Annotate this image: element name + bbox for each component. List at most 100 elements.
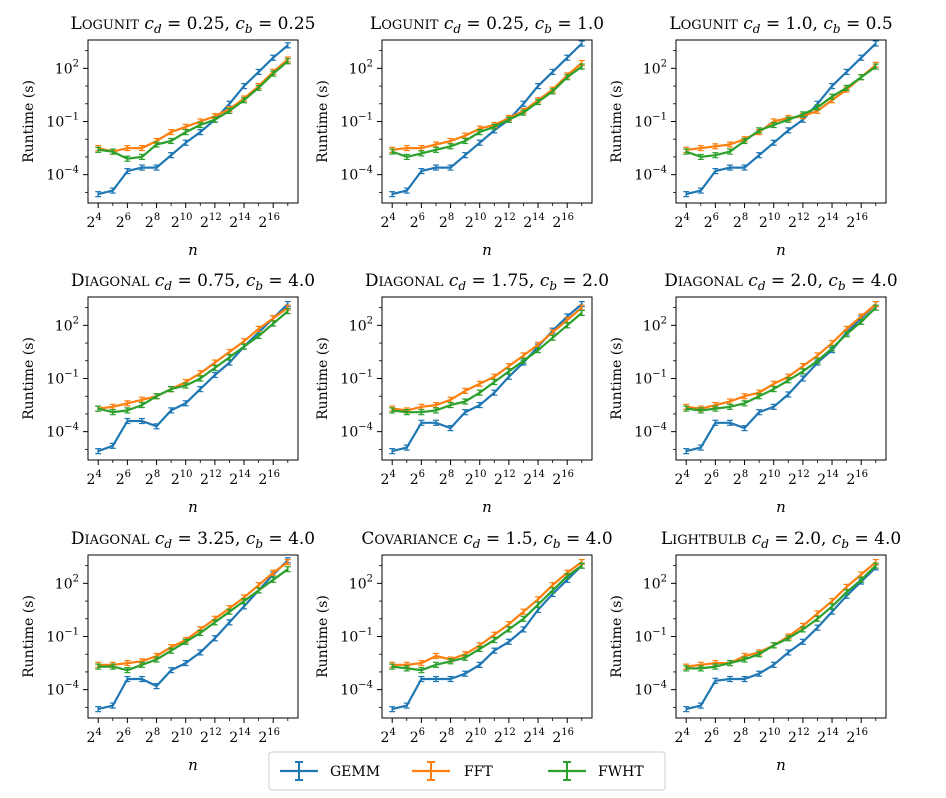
panel-3-xtick-label-4: 212 xyxy=(788,212,810,231)
panel-4-series-fwht xyxy=(97,310,289,414)
panel-6-ylabel: Runtime (s) xyxy=(609,337,625,420)
panel-9-ytick-label-0: 10−4 xyxy=(634,680,667,699)
panel-7-ytick-label-1: 10−1 xyxy=(46,627,79,646)
panel-8-xtick-label-4: 212 xyxy=(494,727,516,746)
panel-9-xtick-label-1: 26 xyxy=(704,727,719,746)
panel-3-xtick-label-5: 214 xyxy=(817,212,839,231)
panel-2-xtick-label-5: 214 xyxy=(523,212,545,231)
panel-5-series-gemm xyxy=(391,303,583,453)
panel-8-xtick-label-6: 216 xyxy=(552,727,574,746)
panel-9-ytick-label-1: 10−1 xyxy=(634,627,667,646)
panel-7-xtick-label-4: 212 xyxy=(200,727,222,746)
panel-9-xtick-label-5: 214 xyxy=(817,727,839,746)
panel-6-xtick-label-2: 28 xyxy=(733,469,748,488)
panel-5-ytick-label-0: 10−4 xyxy=(340,422,373,441)
panel-9-ytick-label-2: 102 xyxy=(643,573,667,592)
panel-5-xtick-label-6: 216 xyxy=(552,469,574,488)
panel-2-series-fwht xyxy=(391,65,583,158)
panel-9-xtick-label-4: 212 xyxy=(788,727,810,746)
panel-5-plot-area xyxy=(389,300,585,455)
panel-6-xtick-label-0: 24 xyxy=(675,469,690,488)
panel-6-ytick-label-0: 10−4 xyxy=(634,422,667,441)
panel-1-series-fwht xyxy=(98,60,289,160)
panel-4-ytick-label-1: 10−1 xyxy=(46,369,79,388)
panel-1-ytick-label-1: 10−1 xyxy=(46,112,79,131)
panel-5-title: DIAGONAL cd = 1.75, cb = 2.0 xyxy=(365,271,609,293)
panel-5: DIAGONAL cd = 1.75, cb = 2.0 10−4 10−1 102 2… xyxy=(315,271,609,516)
panel-6: DIAGONAL cd = 2.0, cb = 4.0 10−4 10−1 102 24… xyxy=(609,271,898,516)
panel-8-series-fwht xyxy=(392,564,583,672)
panel-3-plot-area xyxy=(683,40,879,198)
panel-4-xtick-label-2: 28 xyxy=(145,469,160,488)
panel-8-ytick-label-0: 10−4 xyxy=(340,680,373,699)
panel-3-ytick-label-1: 10−1 xyxy=(634,112,667,131)
panel-6-series-fft xyxy=(686,303,877,410)
panel-8-xtick-label-5: 214 xyxy=(523,727,545,746)
panel-8-xtick-label-2: 28 xyxy=(439,727,454,746)
panel-7-ylabel: Runtime (s) xyxy=(21,595,37,678)
panel-5-ytick-label-1: 10−1 xyxy=(340,369,373,388)
panel-9-xtick-label-6: 216 xyxy=(846,727,868,746)
panel-3-xtick-label-6: 216 xyxy=(846,212,868,231)
panel-5-ytick-label-2: 102 xyxy=(349,315,373,334)
panel-6-plot-area xyxy=(683,300,879,455)
panel-6-xtick-label-4: 212 xyxy=(788,469,810,488)
panel-6-xlabel: n xyxy=(776,498,786,516)
panel-2-xtick-label-3: 210 xyxy=(465,212,487,231)
panel-7-xtick-label-1: 26 xyxy=(116,727,131,746)
panel-3-xlabel: n xyxy=(776,241,786,259)
panel-3-xtick-label-0: 24 xyxy=(675,212,690,231)
panel-8-xtick-label-0: 24 xyxy=(381,727,396,746)
panel-4-xtick-label-3: 210 xyxy=(171,469,193,488)
panel-2-series-fft xyxy=(392,62,583,151)
panel-9-series-fwht xyxy=(686,564,877,670)
panel-2-xtick-label-0: 24 xyxy=(381,212,396,231)
panel-5-xlabel: n xyxy=(482,498,492,516)
panel-8-series-fft xyxy=(392,561,583,666)
panel-9-series-fft xyxy=(686,561,877,668)
panel-7-series-fwht xyxy=(98,568,289,672)
panel-6-series-fwht xyxy=(686,306,877,412)
panel-7-xtick-label-3: 210 xyxy=(171,727,193,746)
panel-6-xtick-label-1: 26 xyxy=(704,469,719,488)
panel-7-xtick-label-2: 28 xyxy=(145,727,160,746)
panel-6-xtick-label-6: 216 xyxy=(846,469,868,488)
panel-3-xtick-label-3: 210 xyxy=(759,212,781,231)
panel-2-xlabel: n xyxy=(482,241,492,259)
panel-3-xtick-label-1: 26 xyxy=(704,212,719,231)
legend-fft-label: FFT xyxy=(464,764,493,780)
legend-item-fft: FFT xyxy=(412,761,493,781)
panel-4: DIAGONAL cd = 0.75, cb = 4.0 10−4 10−1 102 2… xyxy=(21,271,315,516)
panel-1-xtick-label-3: 210 xyxy=(171,212,193,231)
panel-6-xtick-label-5: 214 xyxy=(817,469,839,488)
panel-6-ytick-label-1: 10−1 xyxy=(634,369,667,388)
panel-9-plot-area xyxy=(683,558,879,713)
legend-item-fwht: FWHT xyxy=(548,761,644,781)
panel-1-xlabel: n xyxy=(188,241,198,259)
legend: GEMM FFT FWHT xyxy=(268,751,666,791)
panel-1-xtick-label-4: 212 xyxy=(200,212,222,231)
panel-6-ytick-label-2: 102 xyxy=(643,315,667,334)
panel-4-xtick-label-5: 214 xyxy=(229,469,251,488)
panel-5-ylabel: Runtime (s) xyxy=(315,337,331,420)
panel-8-ytick-label-1: 10−1 xyxy=(340,627,373,646)
panel-7-title: DIAGONAL cd = 3.25, cb = 4.0 xyxy=(71,529,315,551)
panel-3-ytick-label-0: 10−4 xyxy=(634,165,667,184)
panel-5-series-fft xyxy=(392,306,583,412)
panel-5-xtick-label-2: 28 xyxy=(439,469,454,488)
panel-3-xtick-label-2: 28 xyxy=(733,212,748,231)
panel-7-ytick-label-2: 102 xyxy=(55,573,79,592)
panel-7-xlabel: n xyxy=(188,756,198,774)
panel-4-ylabel: Runtime (s) xyxy=(21,337,37,420)
panel-2-ytick-label-1: 10−1 xyxy=(340,112,373,131)
panel-4-xtick-label-4: 212 xyxy=(200,469,222,488)
panel-2-xtick-label-6: 216 xyxy=(552,212,574,231)
panel-3-ylabel: Runtime (s) xyxy=(609,80,625,163)
panel-2-ylabel: Runtime (s) xyxy=(315,80,331,163)
panel-1-xtick-label-6: 216 xyxy=(258,212,280,231)
panel-1-ylabel: Runtime (s) xyxy=(21,80,37,163)
panel-1-ytick-label-2: 102 xyxy=(55,58,79,77)
panel-2-plot-area xyxy=(389,40,585,198)
panel-5-xtick-label-0: 24 xyxy=(381,469,396,488)
